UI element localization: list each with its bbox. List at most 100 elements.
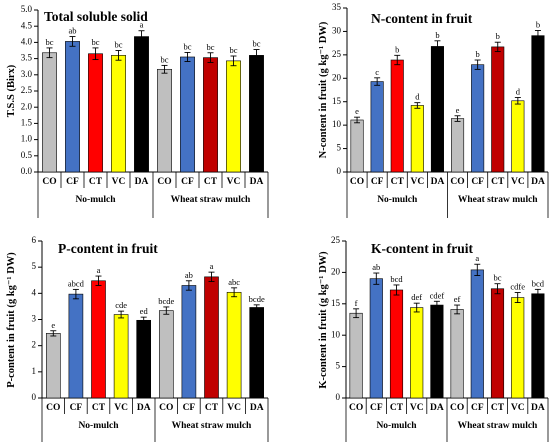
y-tick-label: 1.5 [21,117,33,127]
y-tick-label: 6 [32,235,37,245]
significance-letter: d [415,92,420,102]
bar-ct [490,288,505,399]
significance-letter: bc [252,39,260,49]
bar-da [430,304,444,399]
panel-p-content: P-content in fruit P-content in fruit (g … [6,235,269,442]
chart-title: Total soluble solid [44,9,148,24]
y-tick-label: 4 [32,287,37,297]
significance-letter: b [435,30,439,40]
bar-cf [369,278,383,399]
x-tick-label: DA [531,403,545,413]
significance-letter: bc [493,273,501,283]
bar-cf [470,269,484,399]
significance-letter: e [51,320,55,330]
significance-letter: b [395,44,399,54]
x-tick-label: CF [181,177,194,187]
y-tick-label: 20 [331,266,341,276]
significance-letter: cde [115,300,127,310]
significance-letter: bcd [390,274,403,284]
y-tick-label: 3.5 [21,53,33,63]
y-tick-label: 0 [32,392,37,402]
y-tick-label: 3 [32,314,37,324]
significance-letter: bc [91,37,99,47]
y-axis-label: T.S.S (Birx) [6,64,17,117]
x-tick-label: DA [135,177,149,187]
bar-cf [68,293,84,399]
significance-letter: a [140,20,144,30]
bar-co [350,119,364,173]
y-tick-label: 15 [332,96,342,106]
group-label: Wheat straw mulch [172,421,252,431]
x-tick-label: CT [491,177,505,187]
y-tick-label: 3.0 [21,69,33,79]
x-tick-label: VC [114,403,128,413]
x-tick-label: CO [159,403,173,413]
y-tick-label: 5 [337,143,342,153]
significance-letter: f [355,298,358,308]
group-label: No-mulch [376,421,417,431]
significance-letter: ed [140,306,149,316]
x-tick-label: CF [370,403,383,413]
significance-letter: bcde [158,296,174,306]
group-label: No-mulch [75,195,116,205]
bar-co [42,52,57,173]
significance-letter: def [411,292,422,302]
x-tick-label: CT [204,177,218,187]
significance-letter: ab [372,262,380,272]
x-tick-label: CF [66,177,79,187]
x-tick-label: CO [349,403,363,413]
significance-letter: ab [185,270,193,280]
x-tick-label: VC [112,177,126,187]
significance-letter: ef [454,294,461,304]
y-axis-label: K-content in fruit (g kg⁻¹ DW) [318,251,329,389]
y-tick-label: 2.5 [21,85,33,95]
bar-co [349,312,363,399]
y-tick-label: 10 [331,329,341,339]
y-tick-label: 25 [331,235,341,245]
y-tick-label: 2.0 [21,101,33,111]
y-tick-label: 5 [336,361,341,371]
bar-ct [91,280,106,399]
x-tick-label: VC [511,403,525,413]
x-tick-label: VC [410,403,424,413]
bar-ct [203,57,218,173]
x-tick-label: CO [157,177,171,187]
significance-letter: cdef [430,290,445,300]
bar-ct [390,59,404,173]
panel-total-soluble-solid: Total soluble solid T.S.S (Birx) 0.0 0.5 1.0… [6,4,269,218]
significance-letter: bc [183,41,191,51]
group-label: Wheat straw mulch [171,195,251,205]
bar-co [451,118,465,173]
y-tick-label: 4.0 [21,36,33,46]
significance-letter: a [97,265,101,275]
y-tick-label: 20 [332,72,342,82]
y-tick-label: 15 [331,298,341,308]
bar-cf [370,81,384,173]
bar-da [531,35,545,173]
x-tick-label: CT [205,403,219,413]
x-tick-label: CT [390,403,404,413]
y-tick-label: 30 [332,25,342,35]
bar-da [249,307,265,399]
y-tick-label: 10 [332,119,342,129]
significance-letter: abcd [68,278,85,288]
bar-da [531,293,545,399]
bar-ct [491,46,505,173]
bar-vc [226,291,242,399]
bar-ct [88,53,103,173]
x-tick-label: VC [410,177,424,187]
x-tick-label: CT [89,177,103,187]
y-tick-label: 0.5 [21,150,33,160]
x-tick-label: CF [70,403,83,413]
x-tick-label: CF [183,403,196,413]
x-tick-label: DA [137,403,151,413]
significance-letter: bcde [249,294,265,304]
y-tick-label: 4.5 [21,20,33,30]
x-tick-label: CO [350,177,364,187]
bar-co [158,310,174,399]
group-label: Wheat straw mulch [458,421,538,431]
y-tick-label: 35 [332,2,342,12]
bar-co [450,309,464,399]
bar-cf [471,64,485,173]
